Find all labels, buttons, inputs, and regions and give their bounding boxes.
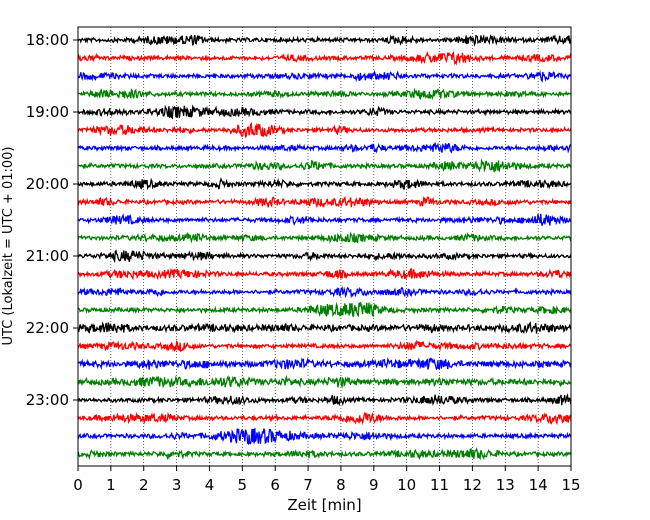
x-axis-label: Zeit [min] bbox=[287, 496, 361, 514]
trace-2000 bbox=[77, 177, 572, 191]
plot-frame bbox=[77, 26, 572, 467]
x-tick-label: 6 bbox=[270, 476, 280, 494]
y-tick-label: 19:00 bbox=[26, 103, 69, 121]
x-tick-label: 4 bbox=[205, 476, 215, 494]
trace-2300 bbox=[77, 392, 572, 407]
trace-group bbox=[77, 33, 572, 461]
trace-1915 bbox=[77, 121, 572, 139]
trace-2345 bbox=[77, 447, 572, 461]
x-tick-label: 14 bbox=[529, 476, 548, 494]
trace-2330 bbox=[77, 428, 572, 446]
y-axis-label: UTC (Lokalzeit = UTC + 01:00) bbox=[1, 147, 16, 346]
y-tick-label: 21:00 bbox=[26, 247, 69, 265]
trace-1815 bbox=[77, 50, 572, 66]
x-tick-label: 9 bbox=[369, 476, 379, 494]
trace-1930 bbox=[77, 142, 572, 154]
trace-2015 bbox=[77, 195, 572, 209]
trace-2030 bbox=[77, 213, 572, 226]
y-tick-label: 22:00 bbox=[26, 319, 69, 337]
trace-2315 bbox=[77, 411, 572, 426]
x-tick-label: 2 bbox=[139, 476, 149, 494]
trace-2230 bbox=[77, 357, 572, 371]
trace-1800 bbox=[77, 33, 572, 47]
trace-1900 bbox=[77, 104, 572, 120]
x-tick-label: 5 bbox=[238, 476, 248, 494]
trace-2215 bbox=[77, 340, 572, 353]
x-tick-label: 15 bbox=[561, 476, 580, 494]
x-tick-label: 13 bbox=[496, 476, 515, 494]
x-tick-label: 12 bbox=[463, 476, 482, 494]
trace-2115 bbox=[77, 267, 572, 281]
trace-1830 bbox=[77, 69, 572, 83]
trace-1845 bbox=[77, 87, 572, 101]
x-tick-label: 0 bbox=[73, 476, 83, 494]
trace-2245 bbox=[77, 374, 572, 389]
x-tick-label: 8 bbox=[336, 476, 346, 494]
trace-2100 bbox=[77, 249, 572, 264]
y-tick-label: 23:00 bbox=[26, 391, 69, 409]
y-tick-label: 20:00 bbox=[26, 175, 69, 193]
trace-2130 bbox=[77, 286, 572, 299]
trace-2045 bbox=[77, 231, 572, 244]
x-tick-label: 7 bbox=[303, 476, 313, 494]
x-tick-label: 1 bbox=[106, 476, 116, 494]
x-tick-label: 10 bbox=[397, 476, 416, 494]
trace-2145 bbox=[77, 301, 572, 318]
trace-1945 bbox=[77, 158, 572, 173]
trace-2200 bbox=[77, 321, 572, 335]
y-tick-label: 18:00 bbox=[26, 31, 69, 49]
x-tick-label: 11 bbox=[430, 476, 449, 494]
x-axis: 0 1 2 3 4 5 6 7 8 9 10 11 12 13 14 15 bbox=[73, 466, 581, 494]
y-axis: 18:00 19:00 20:00 21:00 22:00 23:00 bbox=[26, 31, 78, 409]
x-tick-label: 3 bbox=[172, 476, 182, 494]
grid-lines bbox=[110, 27, 539, 466]
